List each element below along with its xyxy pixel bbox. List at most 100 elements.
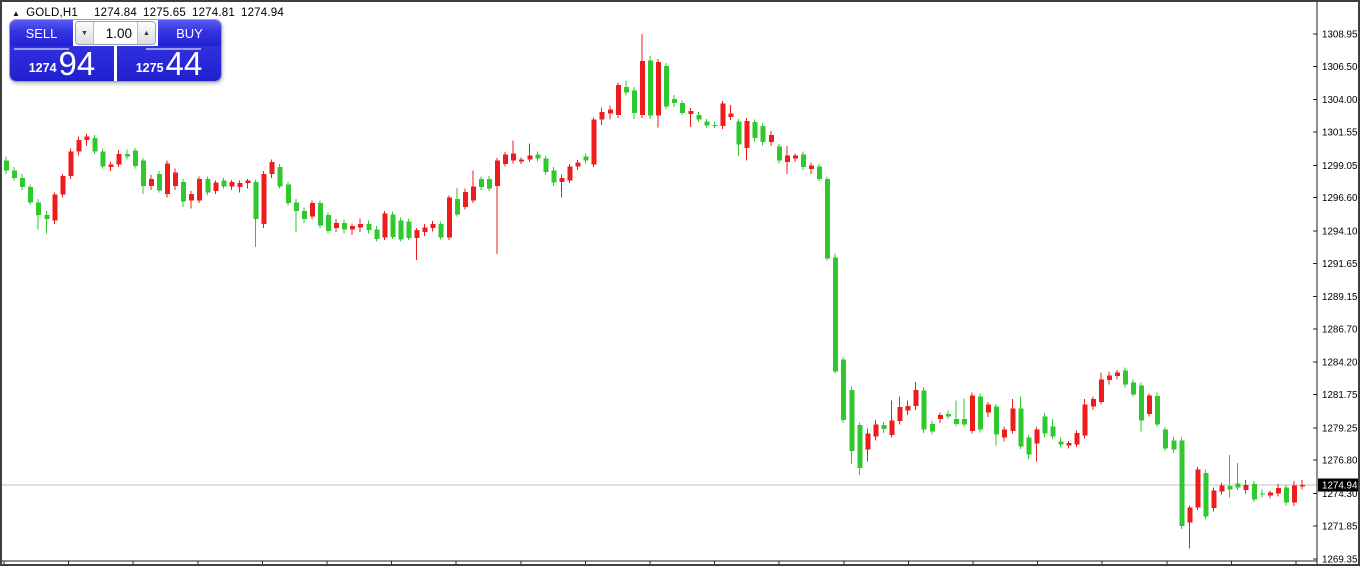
candle — [873, 419, 879, 441]
candle — [132, 148, 138, 169]
candle-body — [245, 180, 251, 184]
sell-button[interactable]: SELL — [10, 20, 73, 46]
candle — [487, 175, 492, 192]
candle-body — [350, 226, 356, 230]
candle-body — [1147, 395, 1153, 414]
candle-body — [1018, 408, 1024, 447]
candle-body — [181, 181, 187, 202]
price-tick-label: 1304.00 — [1322, 95, 1358, 106]
candle — [994, 403, 1000, 446]
candle-body — [648, 60, 653, 116]
candle-body — [100, 151, 106, 167]
price-tick-label: 1306.50 — [1322, 62, 1358, 73]
candle — [1195, 466, 1201, 510]
candle-body — [237, 183, 243, 188]
candle — [817, 163, 823, 182]
candle — [559, 174, 565, 198]
candle — [1163, 427, 1169, 451]
candle-body — [615, 85, 621, 115]
up-arrow-icon: ▲ — [143, 29, 150, 37]
candle-body — [929, 423, 935, 432]
candle-body — [495, 160, 501, 186]
candle-body — [454, 199, 460, 215]
candle — [809, 162, 814, 174]
buy-price-display[interactable]: 1275 44 — [117, 46, 221, 81]
candle — [390, 211, 396, 239]
collapse-arrow-icon: ▲ — [12, 8, 21, 18]
candle — [1227, 454, 1233, 498]
volume-input[interactable] — [94, 22, 137, 44]
candle — [776, 144, 782, 164]
candle — [599, 107, 605, 125]
candle — [1267, 490, 1273, 499]
candle-body — [511, 153, 517, 161]
candle-body — [269, 161, 275, 174]
candle-body — [978, 396, 984, 430]
candle-body — [623, 87, 629, 93]
candle-body — [809, 165, 814, 170]
candle-body — [173, 172, 179, 186]
candle-body — [720, 103, 726, 127]
buy-price-base: 1275 — [135, 61, 164, 75]
buy-button[interactable]: BUY — [158, 20, 221, 46]
candle — [1171, 437, 1177, 453]
candle — [478, 176, 484, 190]
candle — [84, 133, 90, 147]
down-arrow-icon: ▼ — [81, 29, 88, 37]
candle — [1147, 393, 1153, 417]
volume-decrease-button[interactable]: ▼ — [76, 22, 94, 44]
candle — [1155, 392, 1161, 428]
candle — [639, 34, 645, 119]
candle-body — [744, 120, 750, 149]
candle-body — [430, 224, 436, 229]
candle — [744, 118, 750, 161]
trade-panel-price-row: 1274 94 1275 44 — [10, 46, 221, 81]
candle-body — [390, 214, 396, 237]
candle-body — [712, 124, 718, 127]
candle — [535, 151, 541, 162]
close-value: 1274.94 — [240, 7, 284, 19]
candle — [970, 392, 975, 434]
price-tick-label: 1296.60 — [1322, 193, 1358, 204]
candle — [28, 184, 34, 205]
candle — [511, 140, 517, 164]
candle-body — [591, 119, 597, 165]
candle-body — [503, 154, 509, 164]
candle-body — [487, 179, 492, 189]
candle — [181, 179, 187, 208]
price-tick-label: 1279.25 — [1322, 423, 1358, 434]
candle-body — [736, 121, 742, 145]
candle — [897, 396, 903, 425]
candle — [430, 220, 436, 232]
price-tick-label: 1274.30 — [1322, 489, 1358, 500]
candle-body — [752, 122, 758, 139]
candle — [1106, 371, 1112, 385]
low-value: 1274.81 — [191, 7, 235, 19]
candle — [197, 176, 203, 204]
candle-body — [1219, 485, 1225, 492]
trade-panel-top-row: SELL ▼ ▲ BUY — [10, 20, 221, 46]
candle-body — [1090, 399, 1096, 407]
candle-body — [792, 155, 798, 159]
sell-price-display[interactable]: 1274 94 — [10, 46, 114, 81]
candle — [406, 218, 412, 241]
candle — [551, 167, 557, 186]
candle — [205, 176, 211, 196]
candle-body — [1155, 395, 1161, 425]
candle-body — [937, 415, 943, 420]
candle-body — [1300, 484, 1306, 487]
candle — [1122, 367, 1128, 388]
candle — [156, 171, 162, 193]
candle — [1074, 430, 1080, 447]
candle — [52, 192, 58, 225]
candle-body — [833, 257, 839, 372]
candle — [1010, 399, 1016, 434]
candle-body — [704, 121, 710, 126]
volume-increase-button[interactable]: ▲ — [137, 22, 155, 44]
sell-price-pips: 94 — [58, 45, 96, 81]
candle-body — [156, 173, 162, 191]
candle-body — [366, 224, 372, 231]
candle — [422, 224, 428, 237]
